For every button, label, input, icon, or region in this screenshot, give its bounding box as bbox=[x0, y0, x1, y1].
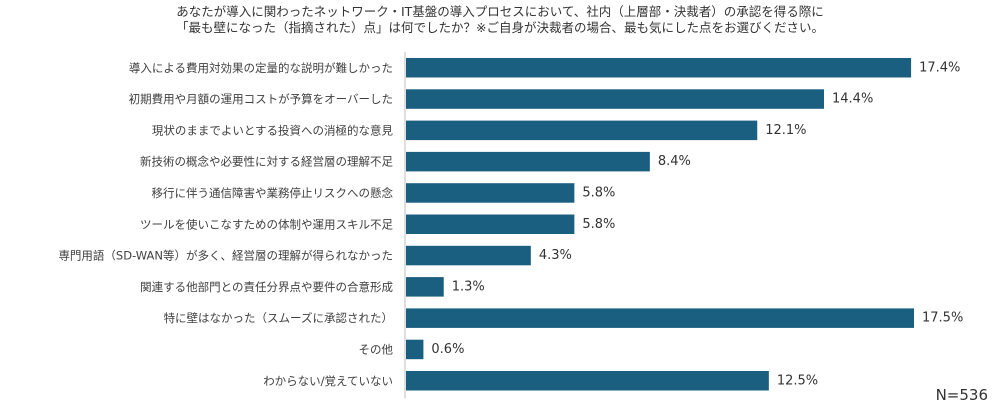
bar bbox=[406, 183, 575, 203]
data-label: 12.5% bbox=[777, 373, 818, 388]
data-label: 4.3% bbox=[539, 248, 572, 263]
category-label: 現状のままでよいとする投資への消極的な意見 bbox=[152, 123, 394, 137]
data-label: 14.4% bbox=[832, 92, 873, 107]
data-label: 5.8% bbox=[582, 185, 615, 200]
category-label: 新技術の概念や必要性に対する経営層の理解不足 bbox=[140, 155, 393, 169]
bar bbox=[406, 89, 825, 109]
chart-title-line-2: 「最も壁になった（指摘された）点」は何でしたか？※ご自身が決裁者の場合、最も気に… bbox=[176, 20, 824, 35]
data-label: 0.6% bbox=[431, 342, 464, 357]
bar bbox=[406, 277, 444, 297]
category-label: 移行に伴う通信障害や業務停止リスクへの懸念 bbox=[152, 186, 394, 200]
bar bbox=[406, 58, 912, 78]
category-label: 専門用語（SD-WAN等）が多く、経営層の理解が得られなかった bbox=[58, 249, 393, 263]
bar bbox=[406, 214, 575, 234]
chart-title-line-1: あなたが導入に関わったネットワーク・IT基盤の導入プロセスにおいて、社内（上層部… bbox=[176, 4, 824, 19]
category-label: その他 bbox=[359, 342, 394, 356]
data-label: 5.8% bbox=[582, 217, 615, 232]
data-label: 12.1% bbox=[765, 123, 806, 138]
bar bbox=[406, 371, 769, 391]
bar bbox=[406, 245, 531, 266]
data-label: 17.5% bbox=[922, 311, 963, 326]
category-label: 関連する他部門との責任分界点や要件の合意形成 bbox=[140, 280, 393, 294]
category-label: ツールを使いこなすための体制や運用スキル不足 bbox=[140, 217, 393, 231]
sample-size-label: N=536 bbox=[935, 386, 988, 404]
data-label: 1.3% bbox=[452, 279, 485, 294]
bar bbox=[406, 308, 914, 328]
chart-title: あなたが導入に関わったネットワーク・IT基盤の導入プロセスにおいて、社内（上層部… bbox=[0, 4, 1000, 36]
bar bbox=[406, 151, 650, 172]
data-label: 17.4% bbox=[919, 60, 960, 75]
bar bbox=[406, 339, 424, 360]
bar bbox=[406, 120, 758, 141]
category-label: 特に壁はなかった（スムーズに承認された） bbox=[164, 311, 393, 325]
data-label: 8.4% bbox=[658, 154, 691, 169]
category-label: わからない/覚えていない bbox=[263, 374, 393, 388]
category-label: 初期費用や月額の運用コストが予算をオーバーした bbox=[129, 92, 393, 106]
category-label: 導入による費用対効果の定量的な説明が難しかった bbox=[129, 61, 393, 75]
